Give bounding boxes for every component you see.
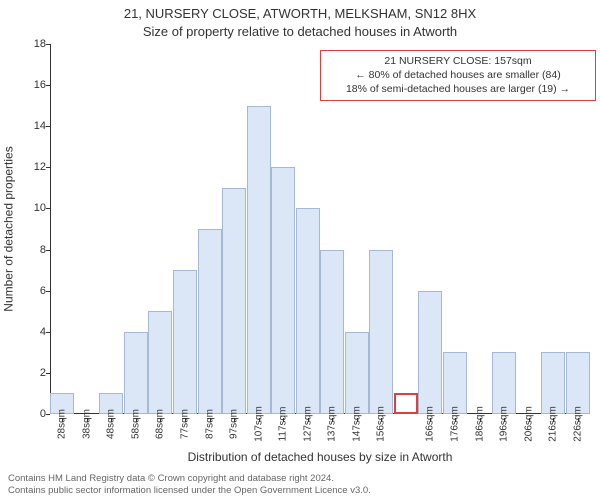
x-tick-label: 77sqm bbox=[180, 409, 191, 439]
y-tick: 16 bbox=[20, 79, 46, 91]
y-tick: 12 bbox=[20, 161, 46, 173]
histogram-bar bbox=[271, 167, 295, 414]
y-tick: 14 bbox=[20, 120, 46, 132]
x-tick-label: 38sqm bbox=[81, 409, 92, 439]
y-tick: 8 bbox=[20, 244, 46, 256]
histogram-bar bbox=[541, 352, 565, 414]
histogram-bar bbox=[222, 188, 246, 414]
x-tick-label: 216sqm bbox=[548, 406, 559, 442]
y-tick: 2 bbox=[20, 367, 46, 379]
histogram-bar bbox=[124, 332, 148, 414]
histogram-bar bbox=[173, 270, 197, 414]
x-tick-label: 176sqm bbox=[450, 406, 461, 442]
x-tick-label: 137sqm bbox=[327, 406, 338, 442]
x-tick-label: 147sqm bbox=[351, 406, 362, 442]
annotation-line: 18% of semi-detached houses are larger (… bbox=[327, 82, 589, 96]
histogram-bar bbox=[369, 250, 393, 414]
x-tick-label: 58sqm bbox=[130, 409, 141, 439]
x-tick-label: 226sqm bbox=[572, 406, 583, 442]
x-tick-label: 117sqm bbox=[278, 407, 289, 442]
y-tick: 4 bbox=[20, 326, 46, 338]
histogram-bar bbox=[492, 352, 516, 414]
y-tick: 6 bbox=[20, 285, 46, 297]
histogram-bar bbox=[443, 352, 467, 414]
histogram-bar bbox=[148, 311, 172, 414]
histogram-bar bbox=[345, 332, 369, 414]
x-tick-label: 28sqm bbox=[57, 409, 68, 439]
x-tick-label: 97sqm bbox=[229, 409, 240, 439]
plot-area: 024681012141618 28sqm38sqm48sqm58sqm68sq… bbox=[50, 44, 590, 414]
y-axis-label: Number of detached properties bbox=[2, 44, 16, 414]
chart-container: 21, NURSERY CLOSE, ATWORTH, MELKSHAM, SN… bbox=[0, 0, 600, 500]
annotation-line: 21 NURSERY CLOSE: 157sqm bbox=[327, 54, 589, 68]
annotation-box: 21 NURSERY CLOSE: 157sqm ← 80% of detach… bbox=[320, 50, 596, 101]
x-tick-label: 206sqm bbox=[523, 406, 534, 442]
x-axis-label: Distribution of detached houses by size … bbox=[50, 450, 590, 464]
y-tick: 18 bbox=[20, 38, 46, 50]
x-tick-label: 166sqm bbox=[425, 406, 436, 442]
y-tick: 10 bbox=[20, 202, 46, 214]
y-tick: 0 bbox=[20, 408, 46, 420]
histogram-bar bbox=[247, 106, 271, 414]
x-tick-label: 68sqm bbox=[155, 409, 166, 439]
x-tick-label: 87sqm bbox=[204, 409, 215, 439]
histogram-bar bbox=[296, 208, 320, 414]
footer-attribution: Contains HM Land Registry data © Crown c… bbox=[8, 473, 371, 497]
x-tick-label: 196sqm bbox=[499, 406, 510, 442]
x-tick-label: 107sqm bbox=[253, 406, 264, 442]
x-tick-label: 156sqm bbox=[376, 406, 387, 442]
annotation-line: ← 80% of detached houses are smaller (84… bbox=[327, 68, 589, 82]
histogram-bar bbox=[320, 250, 344, 414]
histogram-bar bbox=[566, 352, 590, 414]
x-tick-label: 127sqm bbox=[302, 406, 313, 442]
chart-title: 21, NURSERY CLOSE, ATWORTH, MELKSHAM, SN… bbox=[0, 6, 600, 21]
x-tick-label: 48sqm bbox=[106, 409, 117, 439]
highlight-bar bbox=[394, 393, 418, 414]
x-tick-label: 186sqm bbox=[474, 406, 485, 442]
chart-subtitle: Size of property relative to detached ho… bbox=[0, 24, 600, 39]
histogram-bar bbox=[418, 291, 442, 414]
histogram-bar bbox=[198, 229, 222, 414]
